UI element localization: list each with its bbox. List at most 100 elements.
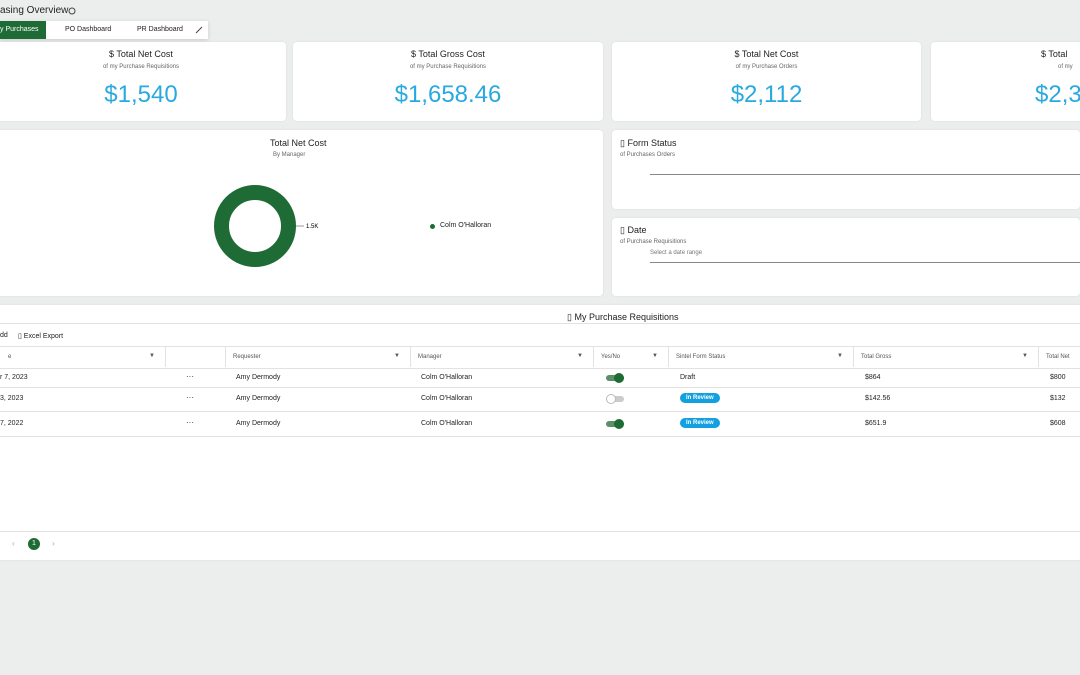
row-menu[interactable]: ···	[186, 371, 194, 381]
table-panel: ▯ My Purchase Requisitions dd ▯ Excel Ex…	[0, 305, 1080, 560]
toggle[interactable]	[606, 372, 624, 383]
column-divider	[225, 346, 226, 367]
card-icon: $	[109, 49, 115, 59]
cell-requester: Amy Dermody	[236, 419, 281, 427]
card-title: $ Total Net Cost	[612, 49, 921, 59]
cell-net: $132	[1050, 395, 1066, 402]
tab[interactable]: PR Dashboard	[137, 26, 183, 33]
tab-active[interactable]: y Purchases	[0, 21, 46, 39]
text: Total Net Cost	[116, 49, 173, 59]
cell-date: 7, 2022	[0, 419, 24, 427]
cell-manager: Colm O'Halloran	[421, 395, 473, 402]
tab-label: y Purchases	[0, 26, 39, 33]
filter-icon[interactable]: ▼	[394, 353, 400, 359]
select-line[interactable]	[650, 174, 1080, 175]
cell-date: r 7, 2023	[0, 373, 28, 381]
column-divider	[668, 346, 669, 367]
filter-icon[interactable]: ▼	[652, 353, 658, 359]
card-subtitle: of my Purchase Requisitions	[102, 64, 180, 70]
panel-subtitle: of Purchase Requisitions	[620, 239, 687, 245]
filter-icon[interactable]: ▼	[577, 353, 583, 359]
cell-requester: Amy Dermody	[236, 395, 281, 402]
cell-gross: $142.56	[865, 395, 891, 402]
card-icon: $	[411, 49, 417, 59]
row-menu[interactable]: ···	[186, 393, 194, 402]
cell-manager: Colm O'Halloran	[421, 373, 473, 381]
column-divider	[410, 346, 411, 367]
kpi-card: $ Total of my $2,3	[931, 42, 1080, 121]
kpi-card: $ Total Gross Cost of my Purchase Requisi…	[293, 42, 603, 121]
cell-net: $800	[1050, 373, 1066, 381]
legend-dot	[430, 224, 435, 229]
filter-icon[interactable]: ▼	[149, 353, 155, 359]
table-title: ▯ My Purchase Requisitions	[567, 312, 679, 322]
card-icon: $	[734, 49, 740, 59]
cell-net: $608	[1050, 419, 1066, 427]
cell-status: In Review	[680, 417, 720, 428]
refresh-icon[interactable]	[68, 7, 76, 15]
column-header[interactable]: Total Net	[1046, 354, 1070, 360]
add-button[interactable]: dd	[0, 332, 8, 339]
tab[interactable]: PO Dashboard	[65, 26, 112, 33]
chart-subtitle: By Manager	[273, 152, 306, 158]
date-input[interactable]: Select a date range	[650, 250, 1080, 263]
column-header[interactable]: Sintel Form Status	[676, 354, 726, 360]
column-divider	[853, 346, 854, 367]
text: Total Net Cost	[741, 49, 799, 59]
card-value: $1,658.46	[394, 81, 502, 108]
chart-title: Total Net Cost	[270, 138, 327, 148]
toggle-knob	[614, 372, 624, 383]
row-menu[interactable]: ···	[186, 417, 194, 427]
legend-label[interactable]: Colm O'Halloran	[440, 222, 492, 229]
form-status-panel: ▯ Form Status of Purchases Orders	[612, 130, 1080, 209]
toggle[interactable]	[606, 394, 624, 404]
cell-date: 3, 2023	[0, 395, 24, 402]
card-title: $ Total Net Cost	[0, 49, 286, 59]
cell-gross: $864	[865, 373, 881, 381]
card-subtitle: of my Purchase Orders	[735, 64, 798, 70]
cell-status: In Review	[680, 393, 720, 403]
filter-icon[interactable]: ▼	[837, 353, 843, 359]
text: Total Gross Cost	[418, 49, 485, 59]
text: My Purchase Requisitions	[574, 312, 679, 322]
card-title: $ Total Gross Cost	[293, 49, 603, 59]
edit-icon[interactable]	[195, 26, 203, 34]
page-number[interactable]: 1	[28, 538, 40, 550]
pager-prev[interactable]: ‹	[12, 539, 15, 548]
row-divider	[0, 411, 1080, 412]
cell-requester: Amy Dermody	[236, 373, 281, 381]
tab-bar: y Purchases PO Dashboard PR Dashboard	[0, 21, 208, 39]
page-title: asing Overview	[0, 5, 69, 16]
column-header[interactable]: Requester	[233, 354, 261, 360]
column-header[interactable]: e	[8, 354, 12, 360]
pager-next[interactable]: ›	[52, 539, 55, 548]
export-button[interactable]: ▯ Excel Export	[18, 333, 64, 340]
kpi-card: $ Total Net Cost of my Purchase Orders $2,…	[612, 42, 921, 121]
card-subtitle: of my Purchase Requisitions	[409, 64, 487, 70]
filter-icon[interactable]: ▼	[1022, 353, 1028, 359]
date-panel: ▯ Date of Purchase Requisitions Select a…	[612, 218, 1080, 296]
donut-ring	[214, 185, 296, 267]
kpi-card: $ Total Net Cost of my Purchase Requisiti…	[0, 42, 286, 121]
donut-panel: Total Net Cost By Manager 1.5K Colm O'Ha…	[0, 130, 603, 296]
divider	[0, 531, 1080, 532]
column-divider	[593, 346, 594, 367]
column-header[interactable]: Yes/No	[601, 354, 621, 360]
toggle-knob	[614, 418, 624, 429]
cell-manager: Colm O'Halloran	[421, 419, 473, 427]
panel-subtitle: of Purchases Orders	[620, 152, 676, 158]
column-divider	[165, 346, 166, 367]
column-header[interactable]: Manager	[418, 354, 442, 360]
divider	[0, 323, 1080, 324]
column-header[interactable]: Total Gross	[861, 354, 892, 360]
row-divider	[0, 436, 1080, 437]
text: Date	[627, 225, 647, 235]
card-value: $2,3	[1035, 81, 1080, 108]
toggle-knob	[606, 394, 616, 404]
card-subtitle: of my	[1058, 64, 1073, 70]
panel-title: ▯ Form Status	[620, 138, 677, 148]
toggle[interactable]	[606, 418, 624, 429]
text: Form Status	[627, 138, 677, 148]
slice-label: 1.5K	[306, 224, 318, 230]
text: Total	[1048, 49, 1068, 59]
